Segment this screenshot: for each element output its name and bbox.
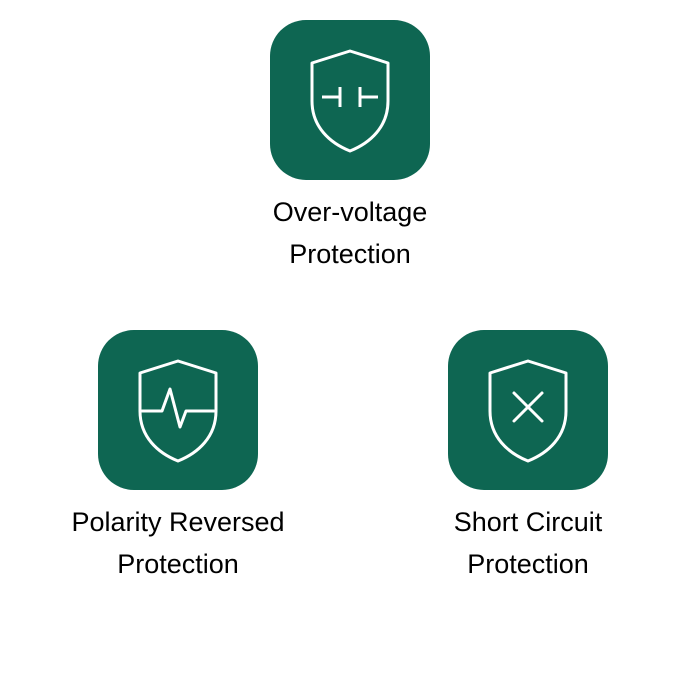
short-circuit-label: Short Circuit Protection: [454, 502, 603, 586]
feature-short-circuit: Short Circuit Protection: [388, 330, 668, 586]
over-voltage-tile: [270, 20, 430, 180]
feature-polarity-reversed: Polarity Reversed Protection: [38, 330, 318, 586]
label-line: Over-voltage: [273, 197, 428, 227]
polarity-reversed-label: Polarity Reversed Protection: [71, 502, 284, 586]
shield-x-icon: [478, 355, 578, 465]
shield-capacitor-icon: [300, 45, 400, 155]
label-line: Protection: [467, 549, 589, 579]
label-line: Short Circuit: [454, 507, 603, 537]
feature-over-voltage: Over-voltage Protection: [210, 20, 490, 276]
label-line: Protection: [117, 549, 239, 579]
label-line: Polarity Reversed: [71, 507, 284, 537]
polarity-reversed-tile: [98, 330, 258, 490]
over-voltage-label: Over-voltage Protection: [273, 192, 428, 276]
label-line: Protection: [289, 239, 411, 269]
shield-pulse-icon: [128, 355, 228, 465]
short-circuit-tile: [448, 330, 608, 490]
